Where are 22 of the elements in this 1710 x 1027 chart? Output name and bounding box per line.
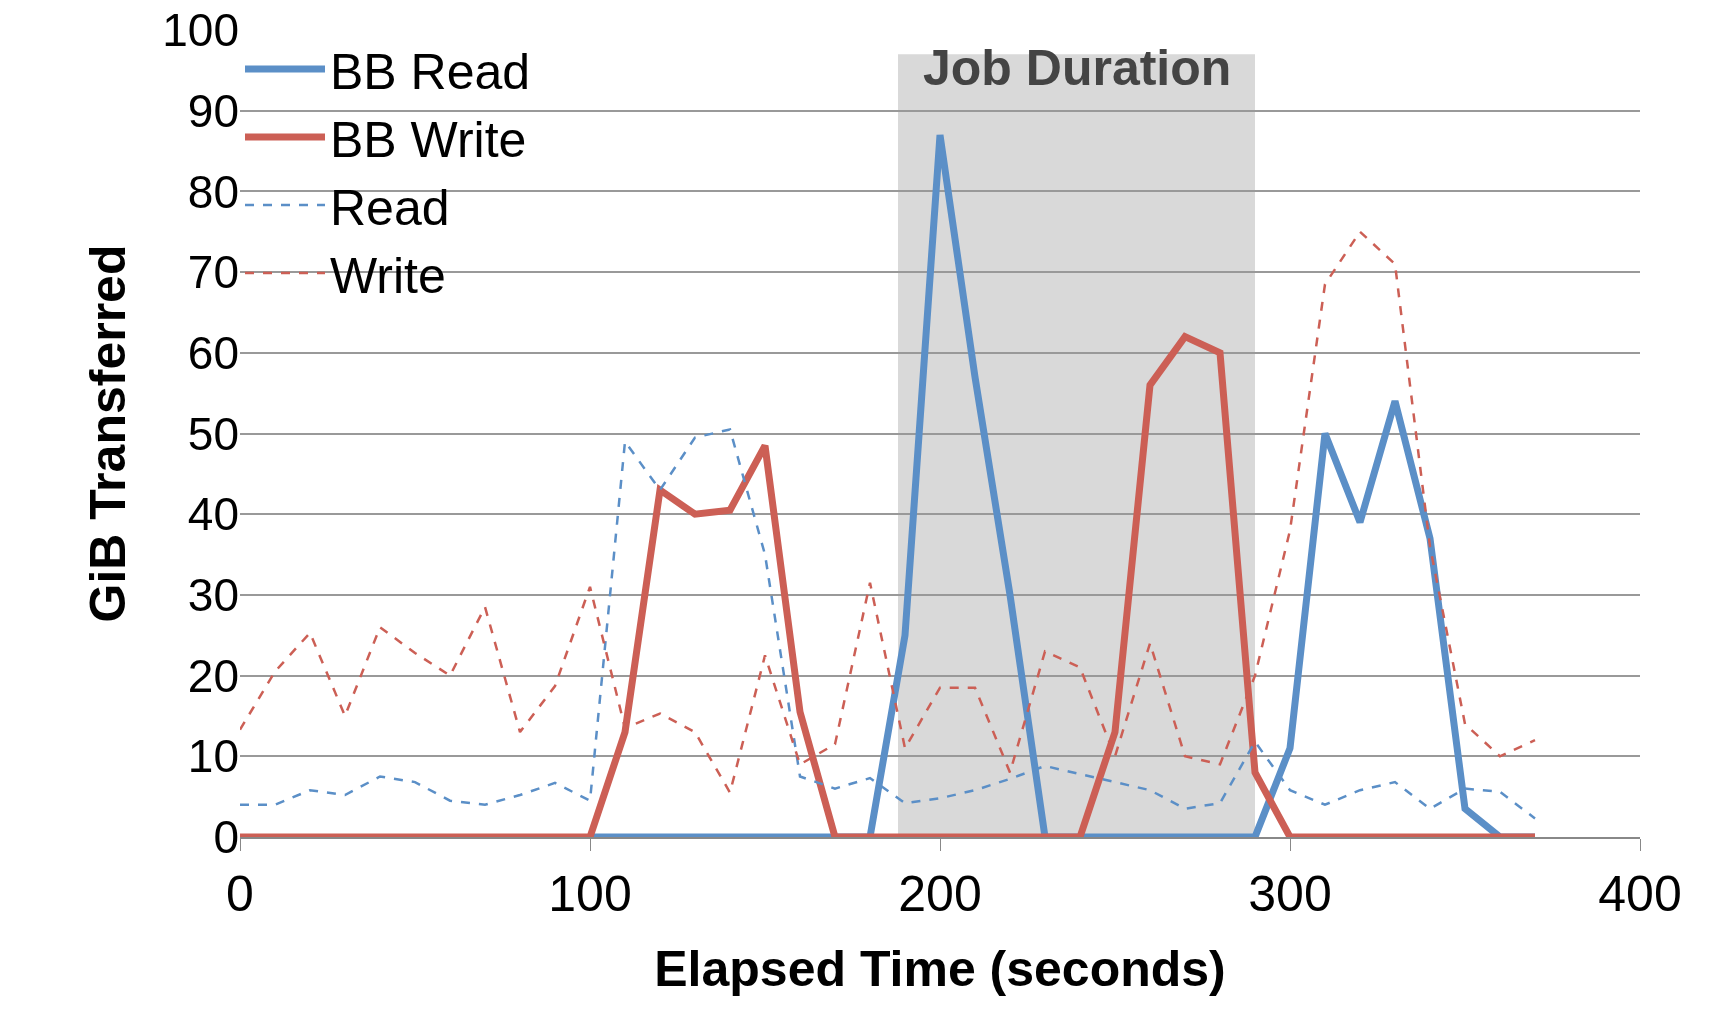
legend-label: Read [330, 179, 450, 236]
legend-label: Write [330, 247, 446, 304]
y-tick-label: 60 [187, 326, 239, 379]
y-axis-title: GiB Transferred [80, 244, 137, 623]
x-tick-label: 200 [898, 866, 982, 922]
y-tick-label: 20 [187, 649, 239, 702]
y-tick-label: 50 [187, 407, 239, 460]
y-tick-label: 70 [187, 246, 239, 299]
y-tick-label: 30 [187, 569, 239, 621]
y-tick-label: 100 [162, 4, 239, 57]
y-tick-label: 10 [187, 730, 239, 783]
y-tick-label: 0 [213, 811, 239, 864]
legend-label: BB Write [330, 111, 527, 168]
x-axis-title: Elapsed Time (seconds) [654, 941, 1226, 997]
x-tick-label: 100 [548, 866, 632, 922]
y-tick-label: 80 [187, 165, 239, 218]
y-tick-label: 90 [187, 84, 239, 137]
x-tick-label: 300 [1248, 866, 1332, 922]
x-tick-label: 400 [1598, 866, 1682, 922]
y-tick-label: 40 [187, 488, 239, 541]
band-label: Job Duration [923, 40, 1232, 96]
legend-label: BB Read [330, 43, 531, 100]
